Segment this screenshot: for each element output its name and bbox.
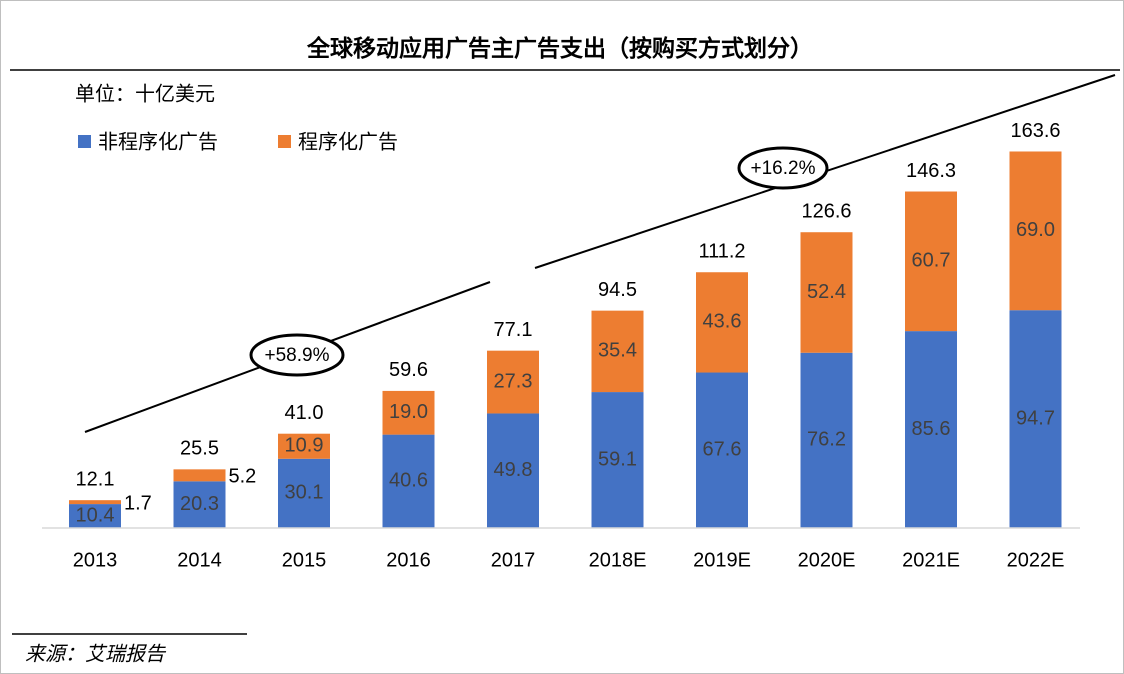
source: 来源：艾瑞报告 (25, 643, 167, 665)
bar-segment (591, 310, 644, 393)
total-label: 94.5 (598, 279, 637, 301)
annotation-ellipse (737, 146, 829, 190)
data-label: 30.1 (285, 482, 324, 504)
data-label: 1.7 (124, 492, 152, 514)
bar-segment (487, 413, 539, 528)
x-tick-label: 2021E (902, 549, 960, 571)
bar-segment (173, 469, 226, 482)
data-label: 35.4 (598, 340, 637, 362)
total-label: 77.1 (494, 319, 533, 341)
total-label: 146.3 (906, 160, 956, 182)
data-label: 69.0 (1016, 219, 1055, 241)
data-label: 52.4 (807, 281, 846, 303)
total-label: 111.2 (698, 241, 745, 263)
total-label: 126.6 (801, 201, 851, 223)
legend-swatch (278, 135, 291, 148)
x-tick-label: 2022E (1007, 549, 1065, 571)
bar-segment (1009, 151, 1062, 311)
unit-label: 单位：十亿美元 (75, 82, 215, 105)
bar-segment (905, 191, 957, 332)
bar-segment (278, 433, 330, 459)
bar-segment (696, 272, 748, 373)
data-label: 19.0 (389, 401, 428, 423)
legend-swatch (78, 135, 91, 148)
total-label: 163.6 (1010, 120, 1060, 142)
x-tick-label: 2016 (386, 549, 431, 571)
bar-segment (591, 392, 644, 528)
bar-segment (800, 352, 853, 528)
total-label: 41.0 (285, 402, 324, 424)
data-label: 43.6 (703, 311, 742, 333)
data-label: 49.8 (494, 459, 533, 481)
bar-segment (382, 390, 435, 435)
data-label: 5.2 (229, 466, 257, 488)
data-label: 67.6 (703, 439, 742, 461)
bar-segment (800, 232, 853, 353)
annotation: +16.2% (751, 158, 816, 179)
x-tick-label: 2018E (589, 549, 647, 571)
total-label: 25.5 (180, 438, 219, 460)
data-label: 10.9 (285, 435, 324, 457)
data-label: 59.1 (598, 448, 637, 470)
x-tick-label: 2019E (693, 549, 751, 571)
data-label: 60.7 (912, 250, 951, 272)
legend-label: 非程序化广告 (98, 130, 218, 153)
data-label: 27.3 (494, 370, 533, 392)
total-label: 59.6 (389, 359, 428, 381)
data-label: 20.3 (180, 493, 219, 515)
bar-segment (173, 481, 226, 528)
x-tick-label: 2014 (177, 549, 222, 571)
legend-label: 程序化广告 (298, 130, 398, 153)
data-label: 10.4 (76, 504, 115, 526)
bar-segment (905, 331, 957, 528)
bar-segment (69, 500, 121, 505)
total-label: 12.1 (76, 468, 115, 490)
x-tick-label: 2017 (491, 549, 536, 571)
bar-segment (382, 434, 435, 528)
x-tick-label: 2020E (798, 549, 856, 571)
data-label: 85.6 (912, 418, 951, 440)
x-tick-label: 2015 (282, 549, 327, 571)
bar-segment (1009, 310, 1062, 528)
annotation-ellipse (249, 333, 345, 377)
annotation: +58.9% (265, 345, 330, 366)
bar-segment (69, 504, 121, 528)
bar-segment (278, 458, 330, 528)
data-label: 40.6 (389, 470, 428, 492)
chart-title: 全球移动应用广告主广告支出（按购买方式划分） (306, 35, 813, 61)
x-tick-label: 2013 (73, 549, 118, 571)
data-label: 94.7 (1016, 407, 1055, 429)
data-label: 76.2 (807, 429, 846, 451)
bar-segment (487, 350, 539, 414)
bar-segment (696, 372, 748, 528)
